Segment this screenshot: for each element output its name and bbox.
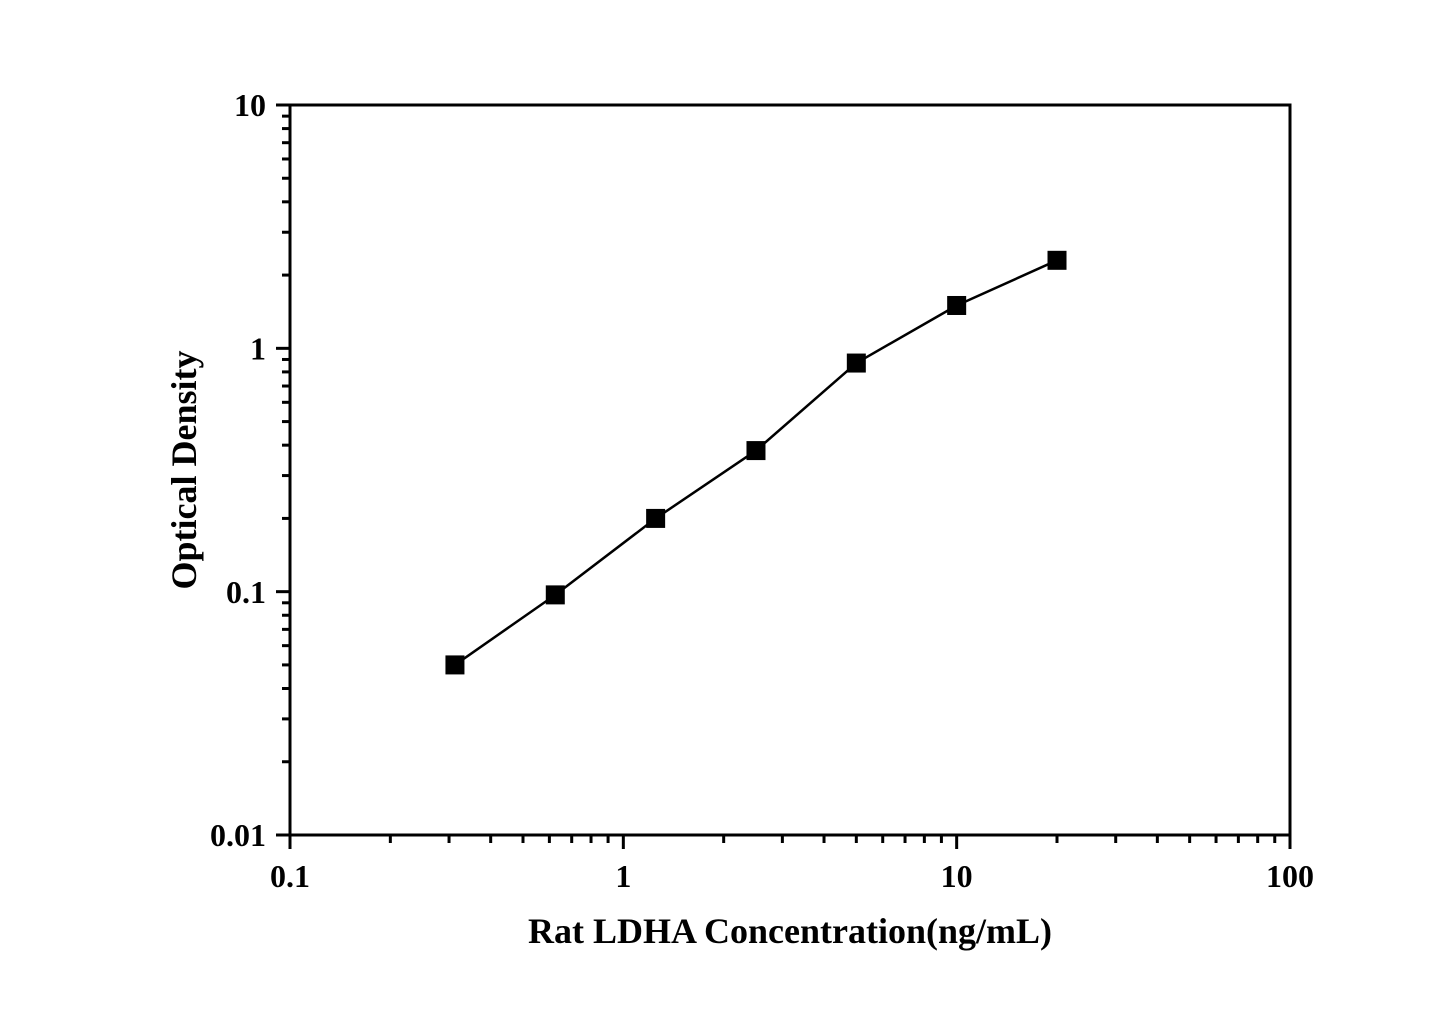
data-point-marker <box>747 442 765 460</box>
data-point-marker <box>948 296 966 314</box>
x-axis-label: Rat LDHA Concentration(ng/mL) <box>528 911 1052 951</box>
data-point-marker <box>546 586 564 604</box>
x-tick-label: 100 <box>1266 858 1314 894</box>
loglog-chart: 0.1 1 10 100 Rat LDHA Concentration(ng/mL) 0.… <box>0 0 1445 1009</box>
chart-container: 0.1 1 10 100 Rat LDHA Concentration(ng/mL) 0.… <box>0 0 1445 1009</box>
data-point-marker <box>647 509 665 527</box>
y-tick-label: 0.01 <box>210 817 266 853</box>
y-tick-label: 1 <box>250 331 266 367</box>
x-tick-label: 10 <box>941 858 973 894</box>
y-tick-label: 0.1 <box>226 574 266 610</box>
data-point-marker <box>446 656 464 674</box>
chart-bg <box>0 0 1445 1009</box>
y-axis-label: Optical Density <box>164 351 204 590</box>
y-tick-label: 10 <box>234 87 266 123</box>
data-point-marker <box>847 354 865 372</box>
data-point-marker <box>1048 251 1066 269</box>
x-tick-label: 0.1 <box>270 858 310 894</box>
x-tick-label: 1 <box>615 858 631 894</box>
